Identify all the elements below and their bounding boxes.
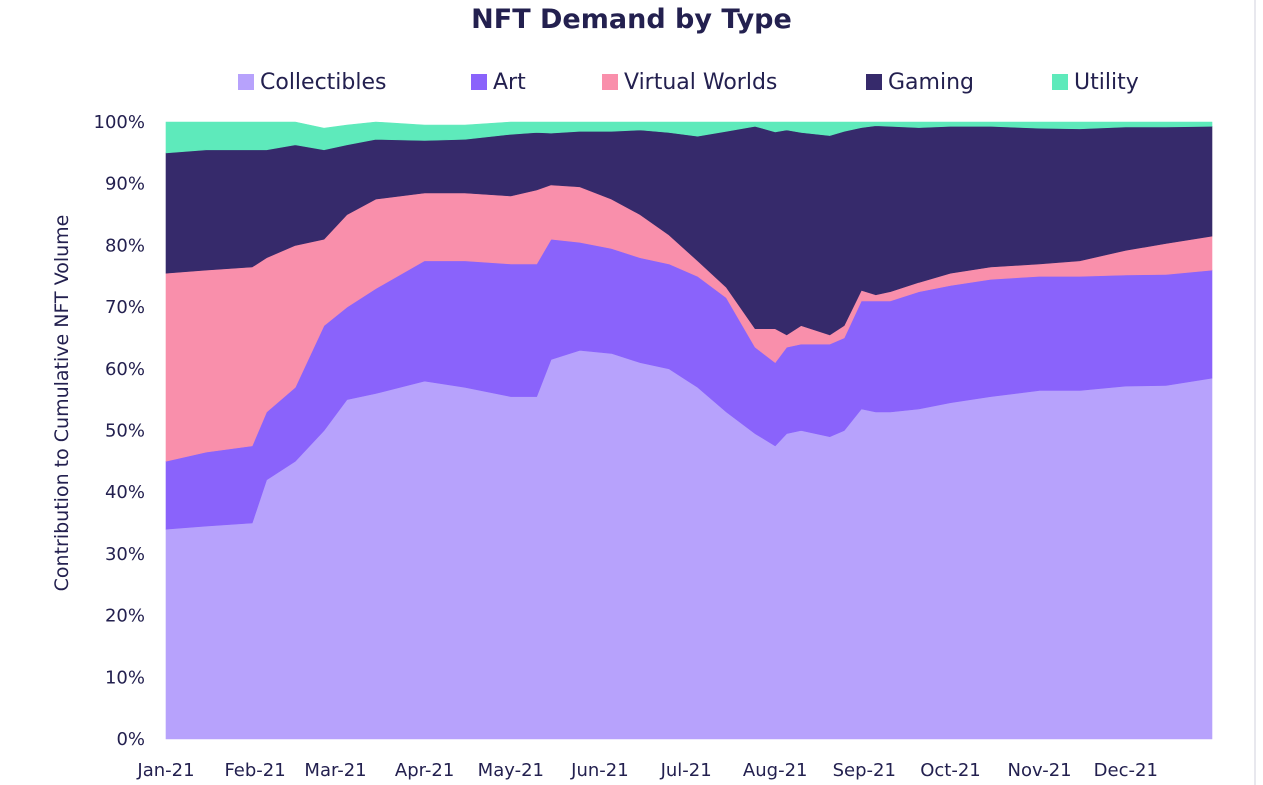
legend-item: Collectibles [238, 68, 387, 96]
x-tick-label: Sep-21 [833, 760, 896, 781]
y-tick-label: 0% [116, 729, 145, 750]
legend-swatch [1052, 74, 1068, 90]
legend-swatch [602, 74, 618, 90]
y-tick-label: 80% [105, 235, 145, 256]
x-tick-label: Jun-21 [570, 760, 629, 781]
x-tick-label: Apr-21 [395, 760, 454, 781]
y-tick-label: 40% [105, 482, 145, 503]
legend-item: Virtual Worlds [602, 68, 777, 96]
x-tick-label: Jan-21 [136, 760, 194, 781]
legend-label: Utility [1074, 69, 1139, 95]
y-axis-ticks: 0% 10% 20% 30% 40% 50% 60% 70% 80% 90% 100% [94, 112, 145, 750]
y-tick-label: 50% [105, 421, 145, 442]
legend-label: Virtual Worlds [624, 69, 778, 95]
divider [1254, 0, 1256, 785]
y-tick-label: 70% [105, 297, 145, 318]
y-tick-label: 100% [94, 112, 145, 133]
y-tick-label: 10% [105, 667, 145, 688]
x-tick-label: Jul-21 [660, 760, 712, 781]
legend-item: Gaming [866, 68, 974, 96]
x-tick-label: Feb-21 [224, 760, 285, 781]
y-tick-label: 60% [105, 359, 145, 380]
legend-swatch [238, 74, 254, 90]
x-tick-label: May-21 [478, 760, 544, 781]
legend-swatch [471, 74, 487, 90]
x-tick-label: Nov-21 [1008, 760, 1072, 781]
x-tick-label: Mar-21 [304, 760, 366, 781]
legend-item: Art [471, 68, 526, 96]
legend-item: Utility [1052, 68, 1139, 96]
x-tick-label: Oct-21 [920, 760, 981, 781]
x-axis-ticks: Jan-21 Feb-21 Mar-21 Apr-21 May-21 Jun-21 Jul-… [136, 760, 1157, 781]
y-axis-label: Contribution to Cumulative NFT Volume [51, 215, 73, 592]
area-series [165, 121, 1213, 154]
chart-legend: Collectibles Art Virtual Worlds Gaming Utili… [0, 68, 1263, 96]
legend-label: Gaming [888, 69, 974, 95]
area-layers [165, 121, 1213, 740]
chart-title: NFT Demand by Type [471, 4, 792, 35]
y-tick-label: 30% [105, 544, 145, 565]
x-tick-label: Aug-21 [743, 760, 808, 781]
legend-swatch [866, 74, 882, 90]
y-tick-label: 90% [105, 174, 145, 195]
x-tick-label: Dec-21 [1094, 760, 1158, 781]
legend-label: Collectibles [260, 69, 387, 95]
y-tick-label: 20% [105, 606, 145, 627]
legend-label: Art [493, 69, 526, 95]
